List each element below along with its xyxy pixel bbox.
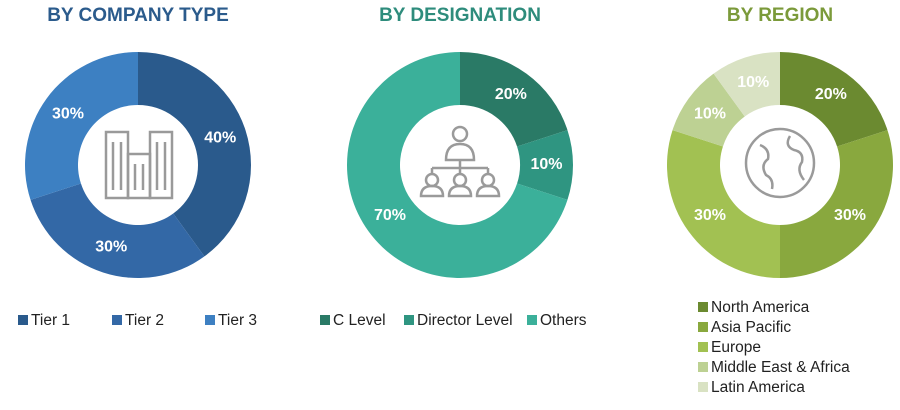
legend-swatch bbox=[320, 315, 330, 325]
donut-slice bbox=[517, 130, 573, 200]
legend-label: Director Level bbox=[417, 312, 513, 329]
legend-label: Latin America bbox=[711, 379, 805, 396]
data-label: 30% bbox=[95, 238, 127, 255]
donut-slice bbox=[780, 130, 893, 278]
legend-swatch bbox=[698, 302, 708, 312]
legend-swatch bbox=[698, 362, 708, 372]
legend-swatch bbox=[698, 382, 708, 392]
data-label: 70% bbox=[374, 207, 406, 224]
legend-swatch bbox=[112, 315, 122, 325]
legend-swatch bbox=[698, 342, 708, 352]
legend-label: Middle East & Africa bbox=[711, 359, 850, 376]
data-label: 40% bbox=[204, 129, 236, 146]
legend-label: C Level bbox=[333, 312, 386, 329]
donut-slice bbox=[24, 52, 138, 200]
data-label: 20% bbox=[495, 86, 527, 103]
data-label: 30% bbox=[52, 105, 84, 122]
chart-title: BY REGION bbox=[727, 5, 833, 26]
donut-slice bbox=[713, 52, 780, 117]
legend-swatch bbox=[404, 315, 414, 325]
donut-slice bbox=[346, 52, 568, 278]
chart-title: BY DESIGNATION bbox=[379, 5, 541, 26]
icon-globe bbox=[744, 127, 816, 199]
legend-label: Asia Pacific bbox=[711, 319, 791, 336]
legend-label: Tier 1 bbox=[31, 312, 70, 329]
data-label: 10% bbox=[737, 74, 769, 91]
data-label: 20% bbox=[815, 86, 847, 103]
icon-buildings bbox=[104, 130, 174, 200]
donut-slice bbox=[780, 52, 888, 147]
donut-slice bbox=[672, 73, 745, 147]
legend-swatch bbox=[527, 315, 537, 325]
data-label: 30% bbox=[694, 207, 726, 224]
data-label: 30% bbox=[834, 207, 866, 224]
data-label: 10% bbox=[694, 105, 726, 122]
donut-slice bbox=[30, 183, 205, 278]
legend-label: Others bbox=[540, 312, 587, 329]
donut-slice bbox=[138, 52, 251, 257]
data-label: 10% bbox=[530, 156, 562, 173]
donut-slice bbox=[666, 130, 780, 278]
donut-slice bbox=[460, 52, 568, 147]
chart-title: BY COMPANY TYPE bbox=[47, 5, 229, 26]
legend-swatch bbox=[18, 315, 28, 325]
legend-swatch bbox=[698, 322, 708, 332]
legend-label: Tier 2 bbox=[125, 312, 164, 329]
legend-label: Tier 3 bbox=[218, 312, 257, 329]
legend-swatch bbox=[205, 315, 215, 325]
legend-label: Europe bbox=[711, 339, 761, 356]
icon-hierarchy bbox=[419, 125, 501, 198]
legend-label: North America bbox=[711, 299, 810, 316]
